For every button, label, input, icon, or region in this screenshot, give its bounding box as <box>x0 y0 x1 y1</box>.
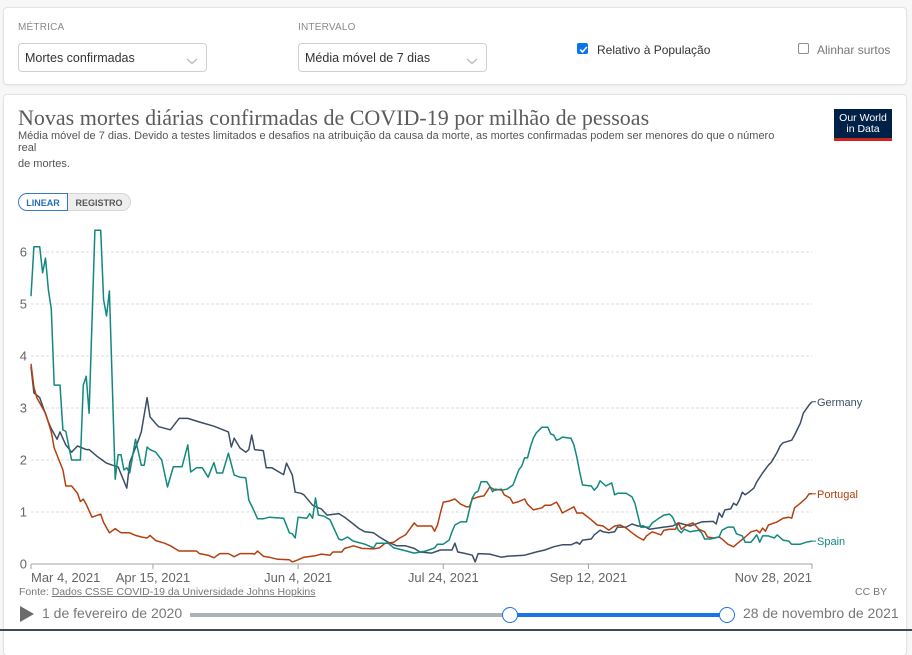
bottom-divider <box>0 629 912 631</box>
license-link[interactable]: CC BY <box>855 586 888 598</box>
chart-title: Novas mortes diárias confirmadas de COVI… <box>18 105 650 130</box>
logo-line-2: in Data <box>846 123 880 135</box>
owid-logo[interactable]: Our World in Data <box>834 109 892 141</box>
chevron-down-icon <box>186 53 198 65</box>
checkmark-icon <box>579 46 588 54</box>
scale-option-log[interactable]: REGISTRO <box>68 193 131 211</box>
scale-toggle: LINEAR REGISTRO <box>18 193 131 211</box>
interval-select-value: Média móvel de 7 dias <box>305 51 431 65</box>
timeline-selected-range[interactable] <box>510 613 727 617</box>
chevron-down-icon <box>466 53 478 65</box>
controls-panel: MÉTRICA Mortes confirmadas INTERVALO Méd… <box>4 8 906 84</box>
source-link[interactable]: Dados CSSE COVID-19 da Universidade John… <box>51 586 316 598</box>
metric-select[interactable]: Mortes confirmadas <box>18 43 207 72</box>
timeline-end-label: 28 de novembro de 2021 <box>743 605 899 621</box>
metric-select-value: Mortes confirmadas <box>25 51 135 65</box>
align-outbreaks-label[interactable]: Alinhar surtos <box>817 43 891 57</box>
chart-panel: Novas mortes diárias confirmadas de COVI… <box>4 95 906 655</box>
source-note: Fonte: Dados CSSE COVID-19 da Universida… <box>19 586 316 598</box>
chart-subtitle-line-1: Média móvel de 7 dias. Devido a testes l… <box>18 130 775 142</box>
per-capita-checkbox[interactable] <box>577 43 588 54</box>
timeline-start-handle[interactable] <box>502 607 519 623</box>
timeline-start-label: 1 de fevereiro de 2020 <box>42 605 183 621</box>
play-icon[interactable] <box>20 606 34 622</box>
timeline-track[interactable] <box>190 613 727 617</box>
metric-label: MÉTRICA <box>18 22 65 33</box>
per-capita-label[interactable]: Relativo à População <box>597 43 711 57</box>
align-outbreaks-checkbox[interactable] <box>798 43 809 54</box>
source-prefix: Fonte: <box>19 586 49 598</box>
timeline-end-handle[interactable] <box>719 607 735 623</box>
interval-select[interactable]: Média móvel de 7 dias <box>298 43 487 72</box>
scale-option-linear[interactable]: LINEAR <box>18 193 68 211</box>
interval-label: INTERVALO <box>298 22 356 33</box>
logo-line-1: Our World <box>839 112 887 124</box>
chart-subtitle-line-3: de mortes. <box>18 158 70 170</box>
logo-accent-bar <box>834 138 892 141</box>
chart-subtitle-line-2: real <box>18 142 37 154</box>
